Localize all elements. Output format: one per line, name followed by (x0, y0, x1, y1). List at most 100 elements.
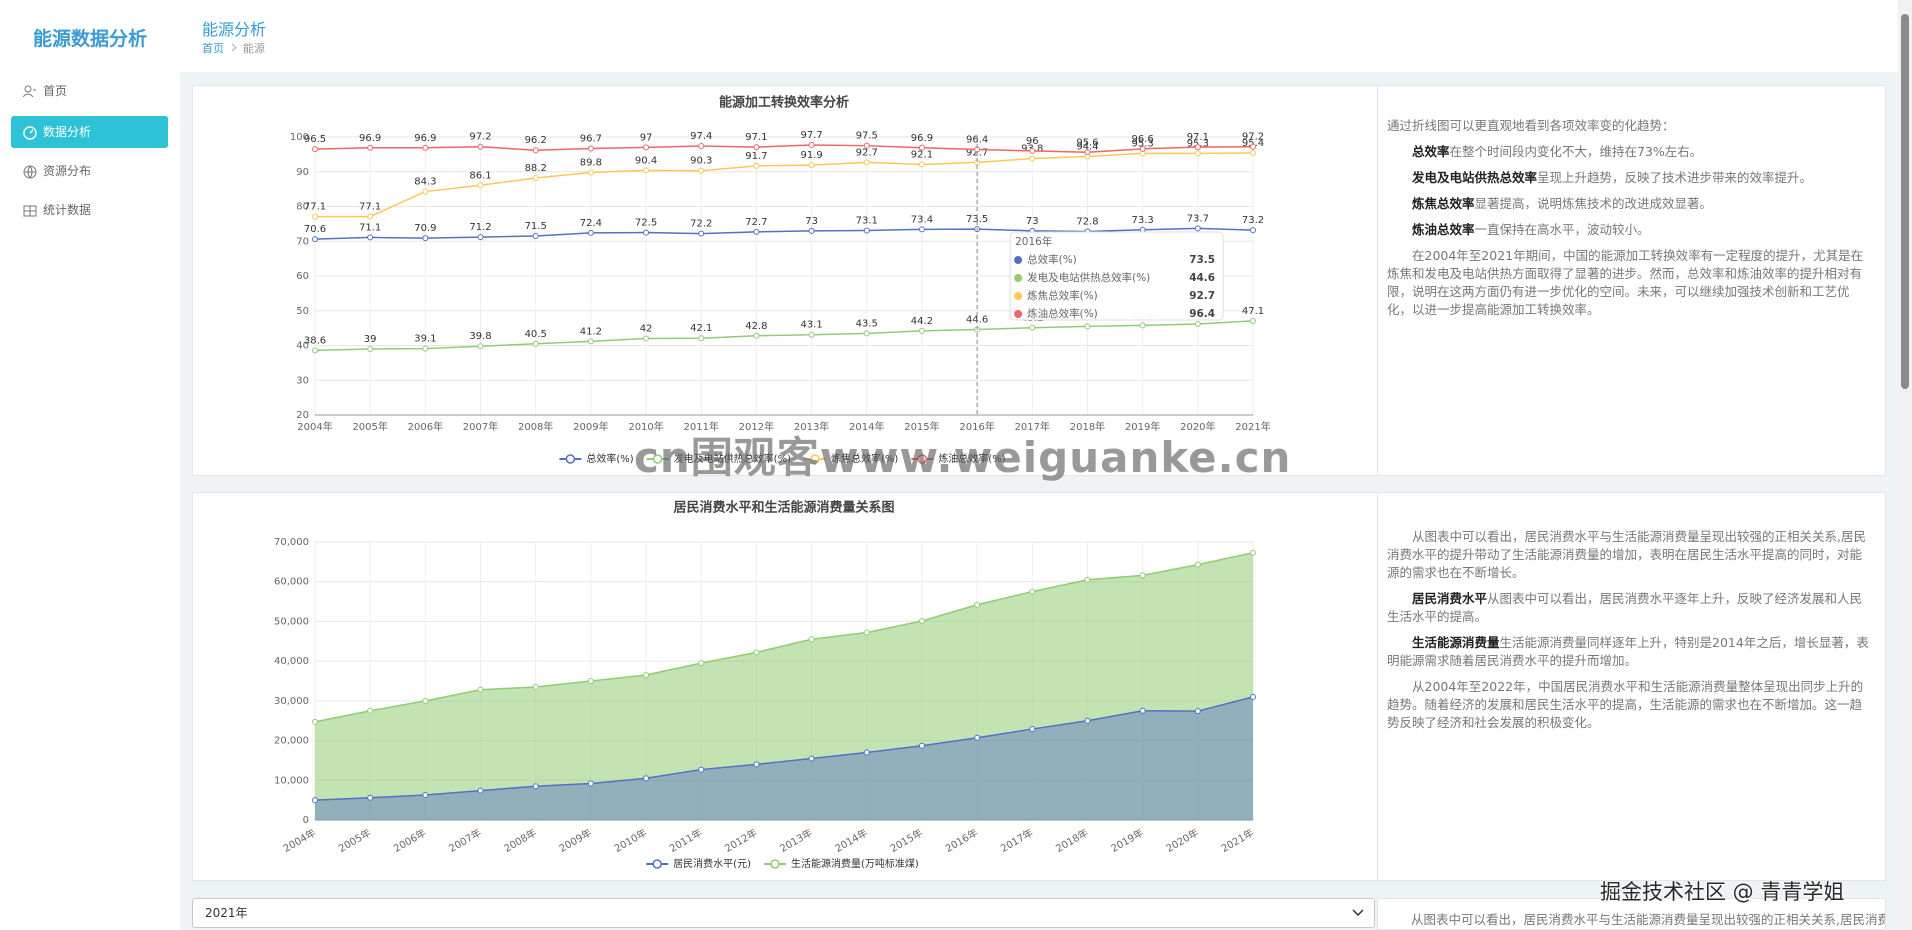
point (808, 755, 815, 762)
point (587, 338, 594, 345)
menu-item[interactable]: 资源分布 (11, 155, 168, 187)
y-tick-label: 70,000 (274, 537, 309, 548)
paragraph-text: 显著提高，说明炼焦技术的改进成效显著。 (1474, 196, 1713, 211)
point (422, 188, 429, 195)
data-label: 96.6 (1132, 134, 1154, 145)
point (863, 330, 870, 337)
point (312, 236, 318, 243)
x-tick-label: 2011年 (684, 420, 719, 433)
chevron (1352, 909, 1364, 917)
x-tick-label: 2021年 (1235, 420, 1270, 433)
y-tick-label: 10,000 (274, 775, 309, 786)
x-tick-label: 2021年 (1219, 826, 1256, 855)
paragraph: 通过折线图可以更直观地看到各项效率变的化趋势： (1387, 117, 1873, 135)
data-label: 94.4 (1076, 141, 1098, 152)
point (753, 144, 760, 151)
point (643, 775, 650, 782)
sidebar: 能源数据分析 首页 数据分析 资源分布 统计数据 (0, 0, 180, 930)
paragraph-text: 从图表中可以看出，居民消费水平与生活能源消费量呈现出较强的正相关关系,居民消费水… (1387, 529, 1866, 580)
analysis-text: 从图表中可以看出，居民消费水平与生活能源消费量呈现出较强的正相关关系,居民消费 (1411, 912, 1886, 927)
data-label: 96.9 (414, 133, 436, 144)
scroll-thumb[interactable] (1901, 14, 1909, 389)
x-tick-label: 2019年 (1108, 826, 1145, 855)
breadcrumb: 首页 能源 (202, 40, 265, 56)
y-tick-label: 40,000 (274, 656, 309, 667)
year-select[interactable]: 2021年 (192, 898, 1375, 928)
header: 能源分析 首页 能源 (180, 0, 1898, 72)
data-label: 70.6 (304, 224, 326, 235)
y-tick-label: 60 (296, 271, 309, 282)
menu-item[interactable]: 首页 (11, 75, 168, 107)
point (422, 345, 429, 352)
y-tick-label: 20,000 (274, 736, 309, 747)
data-label: 72.4 (580, 218, 602, 229)
watermark: cn围观客www.weiguanke.cn (634, 433, 1292, 482)
point (367, 213, 374, 220)
tooltip-value: 44.6 (1189, 272, 1215, 284)
point (918, 161, 925, 168)
data-label: 43.5 (856, 318, 878, 329)
breadcrumb-link[interactable]: 首页 (202, 42, 224, 55)
line (314, 144, 1254, 154)
point (1029, 726, 1036, 733)
point (1029, 588, 1036, 595)
data-label: 71.5 (525, 221, 547, 232)
legend-label: 生活能源消费量(万吨标准煤) (791, 857, 919, 870)
tooltip (1009, 231, 1224, 321)
data-label: 73.5 (966, 214, 988, 225)
menu-item[interactable]: 统计数据 (11, 194, 168, 226)
chart: 居民消费水平和生活能源消费量关系图 0 10,000 20,000 30,000 40,0… (274, 500, 1256, 870)
point (422, 144, 429, 151)
menu-item[interactable]: 数据分析 (11, 116, 168, 148)
tooltip-marker (1014, 274, 1023, 282)
point (918, 742, 925, 749)
point (367, 794, 374, 801)
legend-label: 炼焦总效率(%) (831, 452, 898, 465)
menu-label: 统计数据 (43, 203, 92, 217)
data-label: 72.5 (635, 218, 657, 229)
keyword: 生活能源消费量 (1412, 635, 1500, 650)
chart-title: 居民消费水平和生活能源消费量关系图 (673, 500, 894, 516)
data-label: 73.1 (856, 215, 878, 226)
data-label: 77.1 (304, 202, 326, 213)
point (863, 159, 870, 166)
x-tick-label: 2005年 (336, 826, 373, 855)
legend-icon (652, 454, 663, 464)
point (918, 144, 925, 151)
legend-label: 发电及电站供热总效率(%) (674, 452, 791, 465)
y-tick-label: 70 (296, 236, 309, 247)
area (315, 696, 1253, 820)
point (587, 780, 594, 787)
data-label: 97.2 (469, 132, 491, 143)
data-label: 42.1 (690, 323, 712, 334)
data-label: 73.7 (1187, 213, 1209, 224)
data-label: 88.2 (525, 163, 547, 174)
y-tick-label: 40 (296, 341, 309, 352)
point (422, 791, 429, 798)
paragraph-text: 从图表中可以看出，居民消费水平逐年上升，反映了经济发展和人民生活水平的提高。 (1387, 591, 1863, 624)
data-label: 95.4 (1242, 138, 1264, 149)
point (918, 618, 925, 625)
point (1194, 561, 1201, 568)
legend-label: 炼油总效率(%) (938, 452, 1005, 465)
data-label: 73.3 (1132, 215, 1154, 226)
tooltip-name: 发电及电站供热总效率(%) (1027, 271, 1150, 284)
paragraph: 发电及电站供热总效率呈现上升趋势，反映了技术进步带来的效率提升。 (1387, 169, 1873, 187)
scrollbar[interactable] (1898, 0, 1912, 930)
x-tick-label: 2015年 (904, 420, 939, 433)
data-label: 41.2 (580, 326, 602, 337)
data-label: 96.9 (359, 133, 381, 144)
text-panel: 从图表中可以看出，居民消费水平与生活能源消费量呈现出较强的正相关关系,居民消费 (1377, 898, 1886, 930)
point (532, 175, 539, 182)
point (1194, 320, 1201, 327)
keyword: 炼油总效率 (1412, 222, 1475, 237)
x-tick-label: 2004年 (281, 826, 318, 855)
data-label: 72.2 (690, 219, 712, 230)
data-label: 96.9 (911, 133, 933, 144)
chart: 能源加工转换效率分析 20 30 40 50 60 70 80 90 100 2004年 2005年 2… (290, 95, 1271, 466)
app-title: 能源数据分析 (32, 28, 147, 50)
x-tick-label: 2017年 (1015, 420, 1050, 433)
x-tick-label: 2007年 (463, 420, 498, 433)
data-label: 96 (1026, 136, 1039, 147)
data-label: 42 (640, 324, 653, 335)
